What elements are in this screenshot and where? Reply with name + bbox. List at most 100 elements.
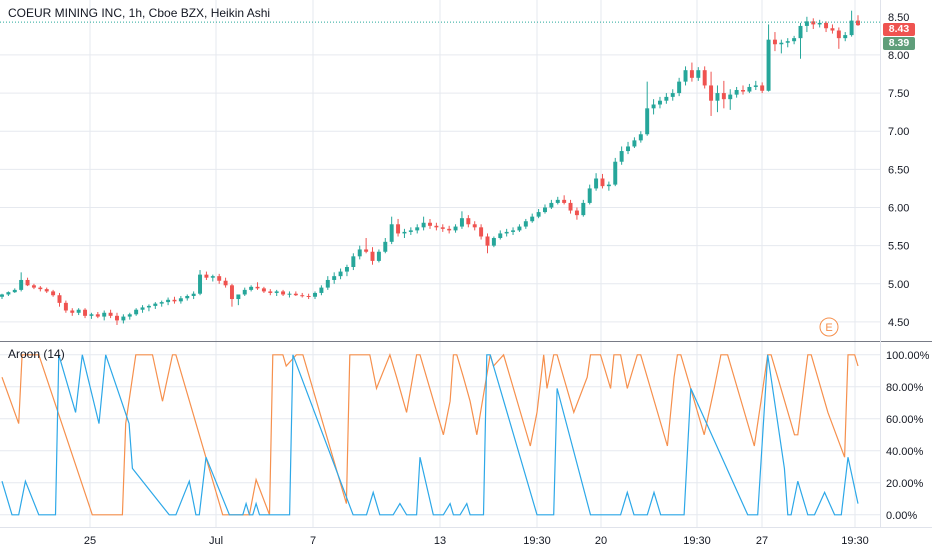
- aroon-tick-label: 60.00%: [886, 414, 924, 426]
- candle-body: [798, 25, 803, 39]
- candle-body: [38, 287, 43, 290]
- candle-body: [402, 231, 407, 234]
- candle-body: [466, 218, 471, 225]
- candle-body: [249, 286, 254, 290]
- candle-body: [696, 70, 701, 78]
- candle-body: [715, 93, 720, 101]
- candle-body: [44, 289, 49, 292]
- candle-body: [434, 225, 439, 228]
- price-tick-label: 7.50: [888, 88, 909, 100]
- candle-body: [242, 289, 247, 295]
- candle-body: [632, 140, 637, 147]
- candle-body: [351, 256, 356, 268]
- candle-body: [25, 279, 30, 286]
- time-tick-label: 19:30: [683, 535, 711, 547]
- candle-body: [344, 267, 349, 272]
- candle-body: [830, 28, 835, 31]
- candle-body: [6, 292, 11, 295]
- aroon-tick-label: 100.00%: [886, 350, 930, 362]
- candle-body: [760, 85, 765, 91]
- candle-body: [804, 21, 809, 26]
- aroon-tick-label: 20.00%: [886, 478, 924, 490]
- candle-body: [581, 202, 586, 216]
- time-tick-label: 27: [756, 535, 768, 547]
- aroon-axis[interactable]: 0.00% 20.00% 40.00% 60.00% 80.00% 100.00%: [886, 350, 930, 522]
- candle-body: [63, 302, 68, 311]
- price-axis[interactable]: 4.50 5.00 5.50 6.00 6.50 7.00 7.50 8.00 8.50: [888, 12, 909, 329]
- candle-body: [543, 207, 547, 213]
- candle-body: [415, 227, 420, 231]
- candle-body: [626, 146, 631, 152]
- candle-body: [159, 302, 164, 304]
- candle-body: [440, 227, 445, 229]
- candle-body: [645, 108, 650, 135]
- price-candles[interactable]: [0, 10, 860, 325]
- candle-body: [300, 295, 305, 297]
- candle-body: [274, 291, 279, 293]
- candle-body: [421, 222, 426, 228]
- aroon-down-line: [1, 354, 859, 516]
- candle-body: [268, 291, 273, 293]
- candle-body: [619, 151, 624, 162]
- candle-body: [134, 309, 139, 315]
- candle-body: [140, 307, 145, 310]
- candle-body: [657, 100, 662, 105]
- candle-body: [383, 241, 388, 252]
- candle-body: [332, 276, 337, 280]
- candle-body: [651, 104, 656, 109]
- indicator-title: Aroon (14): [8, 347, 65, 361]
- candle-body: [261, 288, 266, 292]
- candle-body: [459, 218, 464, 227]
- candle-body: [57, 295, 62, 303]
- candle-body: [338, 271, 343, 277]
- candle-body: [511, 230, 516, 232]
- candle-body: [721, 93, 726, 100]
- aroon-tick-label: 40.00%: [886, 446, 924, 458]
- candle-body: [217, 276, 222, 281]
- candle-body: [319, 287, 324, 293]
- time-tick-label: 13: [434, 535, 446, 547]
- candle-body: [594, 178, 599, 189]
- aroon-tick-label: 0.00%: [886, 510, 917, 522]
- candle-body: [574, 210, 579, 216]
- candle-body: [613, 161, 618, 185]
- time-tick-label: Jul: [209, 535, 223, 547]
- candle-body: [811, 21, 816, 25]
- candle-body: [172, 299, 177, 302]
- aroon-lines[interactable]: [1, 352, 859, 516]
- candle-body: [472, 224, 477, 228]
- last-price-tag: 8.43: [883, 23, 915, 36]
- price-tick-label: 8.50: [888, 12, 909, 24]
- price-tick-label: 6.50: [888, 164, 909, 176]
- candle-body: [849, 20, 854, 36]
- candle-body: [709, 85, 714, 101]
- aroon-tick-label: 80.00%: [886, 382, 924, 394]
- candle-body: [223, 280, 228, 286]
- earnings-marker[interactable]: E: [819, 317, 839, 337]
- candle-body: [102, 312, 107, 317]
- candle-body: [664, 96, 669, 101]
- candle-body: [530, 216, 535, 222]
- candle-body: [325, 279, 330, 288]
- candle-body: [536, 212, 541, 217]
- candle-body: [229, 285, 234, 300]
- price-tick-label: 8.00: [888, 50, 909, 62]
- candle-body: [191, 293, 196, 296]
- price-tick-label: 5.00: [888, 279, 909, 291]
- candle-body: [12, 289, 17, 293]
- time-tick-label: 20: [595, 535, 607, 547]
- candle-body: [836, 30, 841, 39]
- time-axis[interactable]: 25 Jul 7 13 19:30 20 19:30 27 19:30: [84, 535, 869, 547]
- candle-body: [683, 70, 688, 82]
- candle-body: [562, 199, 567, 203]
- candle-body: [89, 314, 94, 316]
- candle-body: [178, 298, 183, 302]
- candle-body: [370, 251, 375, 261]
- candle-body: [428, 222, 432, 226]
- candle-body: [287, 293, 292, 295]
- candle-body: [364, 249, 369, 252]
- candle-body: [127, 314, 132, 317]
- candle-body: [824, 22, 829, 29]
- candle-body: [19, 279, 24, 290]
